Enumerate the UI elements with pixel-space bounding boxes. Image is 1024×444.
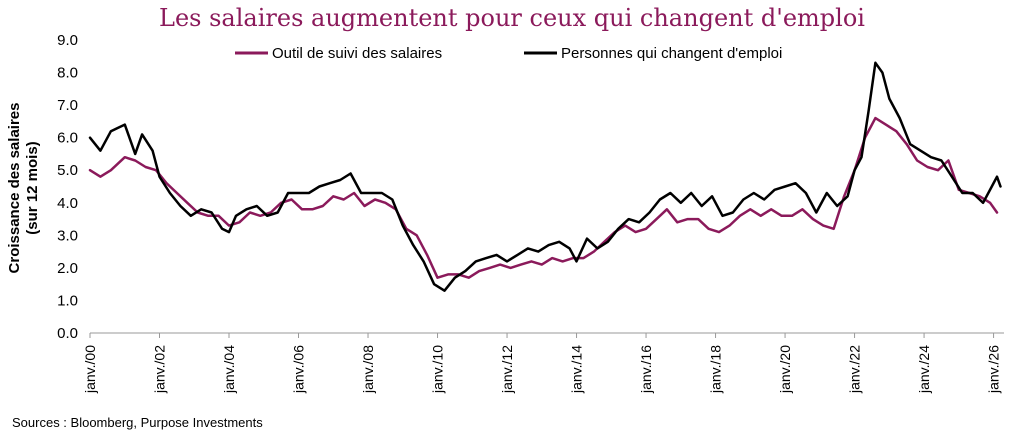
x-tick-label: janv./12 xyxy=(499,345,515,394)
x-tick-label: janv./04 xyxy=(221,345,237,394)
series-line-wage-tracker xyxy=(88,116,999,279)
legend-label-wage-tracker: Outil de suivi des salaires xyxy=(272,45,442,62)
y-tick-label: 8.0 xyxy=(57,65,78,82)
x-tick-label: janv./22 xyxy=(847,345,863,394)
x-axis-ticks: janv./00 janv./02 janv./04 janv./06 janv./08… xyxy=(82,333,1002,394)
series-line-job-switchers xyxy=(88,61,1002,292)
source-note: Sources : Bloomberg, Purpose Investments xyxy=(12,415,263,430)
x-tick-label: janv./02 xyxy=(152,345,168,394)
y-tick-label: 2.0 xyxy=(57,260,78,277)
x-tick-label: janv./20 xyxy=(777,345,793,394)
x-tick-label: janv./00 xyxy=(82,345,98,394)
y-tick-label: 0.0 xyxy=(57,325,78,342)
x-tick-label: janv./08 xyxy=(360,345,376,394)
y-tick-label: 3.0 xyxy=(57,227,78,244)
y-tick-label: 1.0 xyxy=(57,292,78,309)
x-tick-label: janv./26 xyxy=(986,345,1002,394)
y-tick-label: 7.0 xyxy=(57,97,78,114)
y-axis-label-line2: (sur 12 mois) xyxy=(24,141,41,234)
x-tick-label: janv./10 xyxy=(430,345,446,394)
x-tick-label: janv./14 xyxy=(569,345,585,394)
x-tick-label: janv./16 xyxy=(638,345,654,394)
chart-title: Les salaires augmentent pour ceux qui ch… xyxy=(159,4,865,32)
x-tick-label: janv./06 xyxy=(291,345,307,394)
y-tick-label: 4.0 xyxy=(57,195,78,212)
legend: Outil de suivi des salaires Personnes qu… xyxy=(235,45,782,62)
x-tick-label: janv./24 xyxy=(916,345,932,394)
legend-label-job-switchers: Personnes qui changent d'emploi xyxy=(561,45,782,62)
series-lines xyxy=(88,61,1002,292)
x-tick-label: janv./18 xyxy=(708,345,724,394)
y-tick-label: 6.0 xyxy=(57,130,78,147)
y-tick-label: 5.0 xyxy=(57,162,78,179)
y-tick-label: 9.0 xyxy=(57,32,78,49)
y-axis-label-line1: Croissance des salaires xyxy=(6,103,23,274)
y-axis-ticks: 0.0 1.0 2.0 3.0 4.0 5.0 6.0 7.0 8.0 9.0 xyxy=(57,32,78,342)
